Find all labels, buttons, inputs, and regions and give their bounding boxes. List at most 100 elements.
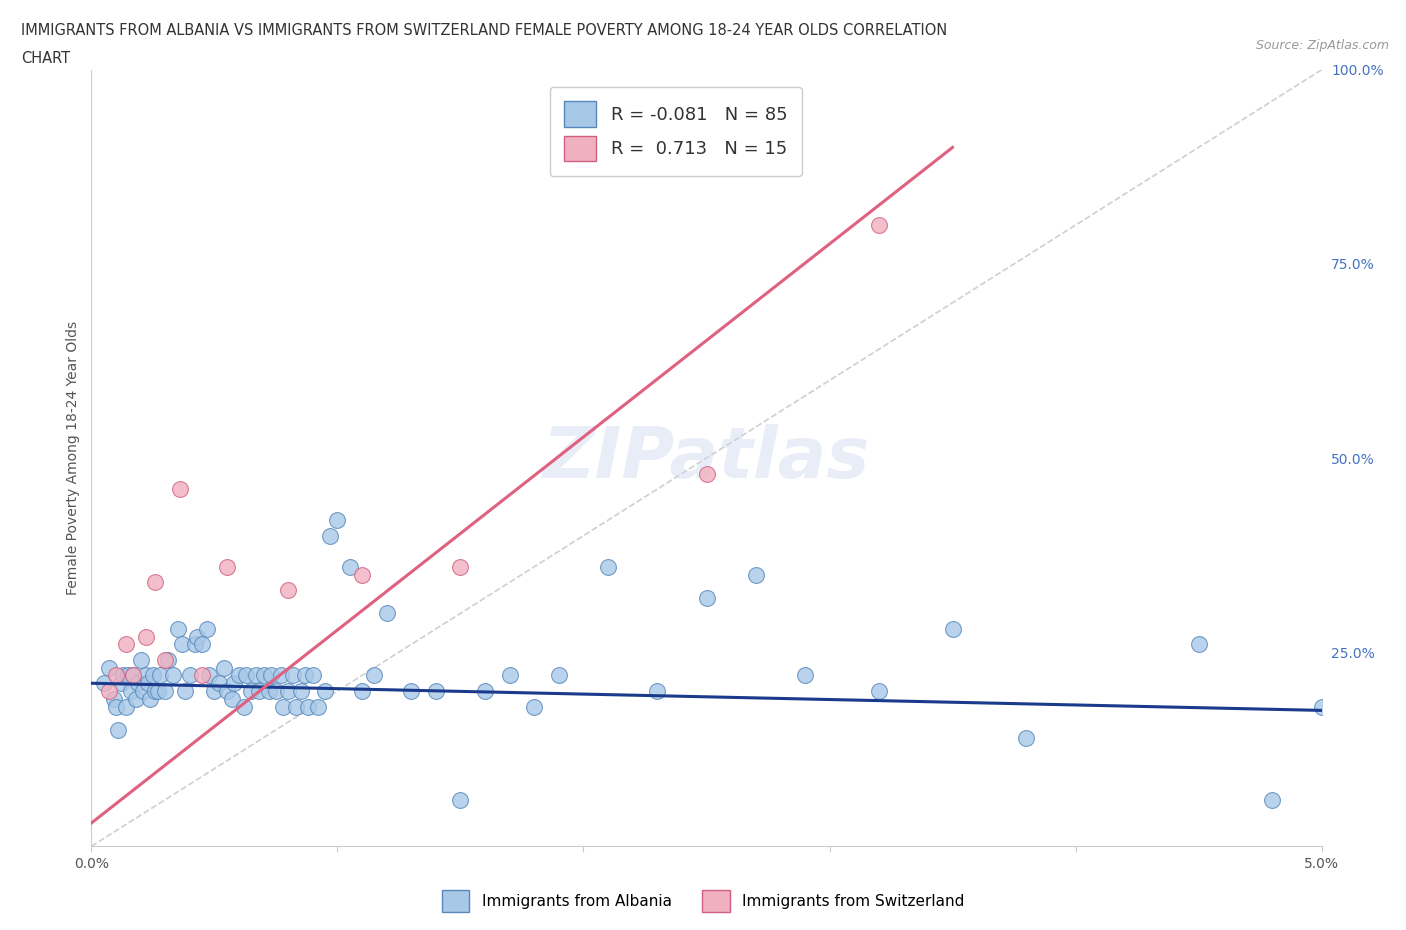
Point [114, 699, 138, 714]
Point [449, 792, 471, 807]
Point [122, 668, 145, 683]
Point [110, 676, 132, 691]
Point [352, 684, 374, 698]
Point [307, 699, 329, 714]
Point [208, 676, 231, 691]
Point [107, 723, 129, 737]
Point [695, 591, 717, 605]
Point [93, 676, 115, 691]
Point [222, 676, 246, 691]
Point [363, 668, 385, 683]
Point [120, 684, 142, 698]
Point [135, 668, 156, 683]
Point [1015, 730, 1038, 745]
Point [301, 668, 323, 683]
Point [247, 684, 270, 698]
Point [314, 684, 336, 698]
Point [284, 699, 307, 714]
Point [498, 668, 520, 683]
Point [235, 668, 257, 683]
Point [270, 668, 292, 683]
Point [183, 637, 207, 652]
Point [105, 699, 127, 714]
Point [474, 684, 496, 698]
Point [294, 668, 316, 683]
Point [122, 668, 145, 683]
Point [172, 637, 194, 652]
Point [129, 653, 152, 668]
Point [195, 621, 218, 636]
Point [215, 684, 238, 698]
Point [260, 668, 283, 683]
Point [221, 691, 243, 706]
Point [112, 668, 135, 683]
Point [145, 684, 166, 698]
Point [191, 668, 214, 683]
Point [179, 668, 201, 683]
Point [214, 660, 236, 675]
Point [169, 482, 191, 497]
Point [149, 668, 172, 683]
Point [257, 684, 280, 698]
Point [136, 676, 159, 691]
Point [339, 559, 361, 574]
Point [277, 684, 299, 698]
Point [142, 668, 165, 683]
Point [281, 668, 304, 683]
Point [103, 691, 125, 706]
Point [162, 668, 184, 683]
Text: CHART: CHART [21, 51, 70, 66]
Point [793, 668, 815, 683]
Point [375, 606, 398, 621]
Text: ZIPatlas: ZIPatlas [543, 423, 870, 493]
Y-axis label: Female Poverty Among 18-24 Year Olds: Female Poverty Among 18-24 Year Olds [66, 321, 80, 595]
Point [127, 676, 149, 691]
Point [124, 691, 146, 706]
Point [425, 684, 447, 698]
Point [547, 668, 569, 683]
Point [271, 699, 295, 714]
Point [228, 668, 250, 683]
Point [186, 630, 208, 644]
Point [326, 512, 349, 527]
Point [1310, 699, 1333, 714]
Point [153, 653, 177, 668]
Point [399, 684, 422, 698]
Point [868, 684, 890, 698]
Point [215, 559, 238, 574]
Point [745, 567, 768, 582]
Legend: R = -0.081   N = 85, R =  0.713   N = 15: R = -0.081 N = 85, R = 0.713 N = 15 [550, 86, 801, 176]
Point [1261, 792, 1284, 807]
Point [277, 582, 299, 597]
Point [941, 621, 963, 636]
Point [174, 684, 197, 698]
Text: IMMIGRANTS FROM ALBANIA VS IMMIGRANTS FROM SWITZERLAND FEMALE POVERTY AMONG 18-2: IMMIGRANTS FROM ALBANIA VS IMMIGRANTS FR… [21, 23, 948, 38]
Point [868, 218, 890, 232]
Point [695, 466, 717, 481]
Legend: Immigrants from Albania, Immigrants from Switzerland: Immigrants from Albania, Immigrants from… [436, 884, 970, 918]
Point [132, 684, 155, 698]
Point [645, 684, 668, 698]
Point [191, 637, 214, 652]
Point [153, 684, 177, 698]
Point [245, 668, 267, 683]
Point [290, 684, 312, 698]
Point [166, 621, 188, 636]
Point [319, 528, 342, 543]
Point [1187, 637, 1209, 652]
Point [297, 699, 319, 714]
Text: Source: ZipAtlas.com: Source: ZipAtlas.com [1256, 39, 1389, 52]
Point [523, 699, 546, 714]
Point [156, 653, 179, 668]
Point [117, 668, 139, 683]
Point [202, 684, 225, 698]
Point [114, 637, 138, 652]
Point [146, 684, 169, 698]
Point [252, 668, 274, 683]
Point [139, 691, 162, 706]
Point [352, 567, 374, 582]
Point [97, 660, 120, 675]
Point [135, 630, 156, 644]
Point [97, 684, 120, 698]
Point [232, 699, 256, 714]
